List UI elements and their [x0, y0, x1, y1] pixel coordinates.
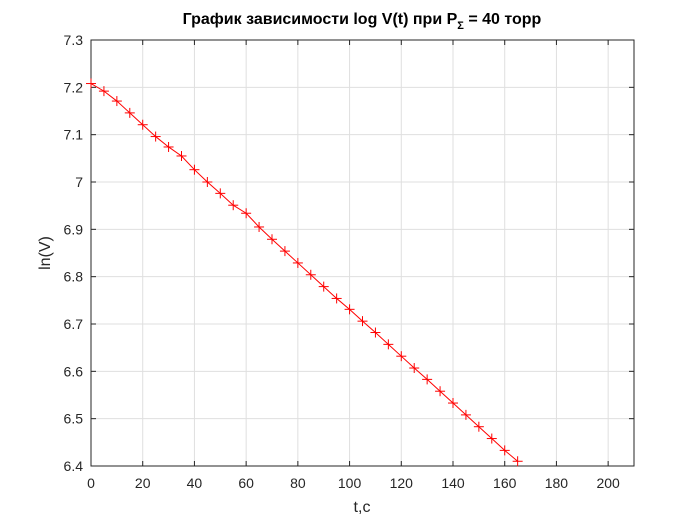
data-point-marker: [331, 293, 342, 304]
y-tick-label: 6.6: [64, 363, 84, 379]
data-point-marker: [486, 433, 497, 444]
data-point-marker: [111, 96, 122, 107]
data-point-marker: [98, 86, 109, 97]
y-tick-label: 6.5: [64, 411, 84, 427]
plot-area: [91, 40, 634, 466]
data-point-marker: [396, 351, 407, 362]
series-line: [90, 83, 518, 462]
x-tick-label: 80: [290, 475, 306, 491]
x-tick-label: 120: [390, 475, 414, 491]
data-point-marker: [202, 177, 213, 187]
x-tick-label: 20: [135, 475, 151, 491]
x-tick-label: 200: [596, 475, 620, 491]
y-tick-label: 6.4: [64, 458, 84, 474]
data-point-marker: [460, 409, 471, 420]
x-tick-label: 160: [493, 475, 517, 491]
x-tick-labels: 0 20 40 60 80 100 120 140 160 180 200: [87, 475, 620, 491]
data-point-marker: [189, 164, 200, 175]
series-group: [86, 78, 523, 467]
x-axis-label: t,c: [354, 499, 371, 516]
y-axis-label: ln(V): [37, 236, 54, 270]
data-point-marker: [228, 200, 239, 211]
x-tick-label: 140: [441, 475, 465, 491]
data-point-marker: [292, 257, 303, 268]
data-point-marker: [279, 246, 290, 257]
plot-frame: [90, 39, 635, 467]
data-point-marker: [473, 421, 484, 432]
y-tick-label: 6.9: [64, 221, 84, 237]
y-tick-labels: 6.4 6.5 6.6 6.7 6.8 6.9 7 7.1 7.2 7.3: [64, 32, 84, 474]
data-point-marker: [267, 234, 277, 245]
data-point-marker: [305, 269, 316, 280]
data-point-marker: [370, 327, 381, 338]
data-point-marker: [215, 188, 226, 199]
y-tick-label: 6.8: [64, 269, 84, 285]
y-tick-label: 7.3: [64, 32, 84, 48]
data-point-marker: [435, 386, 446, 397]
data-point-marker: [254, 221, 265, 232]
x-tick-label: 100: [338, 475, 362, 491]
x-tick-label: 60: [238, 475, 254, 491]
data-point-marker: [383, 339, 394, 350]
data-point-marker: [86, 78, 96, 89]
data-point-marker: [163, 141, 174, 152]
data-point-marker: [448, 398, 458, 409]
data-point-marker: [241, 208, 252, 219]
data-point-marker: [318, 281, 329, 292]
data-point-marker: [176, 150, 187, 161]
data-point-marker: [344, 304, 355, 315]
data-point-marker: [137, 119, 148, 130]
data-point-marker: [124, 107, 135, 118]
x-tick-label: 40: [187, 475, 203, 491]
y-tick-label: 7.2: [64, 79, 84, 95]
chart-title: График зависимости log V(t) при PΣ = 40 …: [183, 11, 542, 32]
data-point-marker: [150, 131, 161, 142]
x-tick-label: 0: [87, 475, 95, 491]
data-point-marker: [512, 456, 523, 467]
y-tick-label: 7.1: [64, 127, 84, 143]
y-tick-label: 7: [75, 174, 83, 190]
x-tick-label: 180: [545, 475, 569, 491]
y-tick-label: 6.7: [64, 316, 84, 332]
data-point-marker: [409, 363, 420, 374]
data-point-marker: [422, 374, 433, 385]
data-point-marker: [499, 445, 510, 456]
axis-ticks: [90, 39, 634, 467]
data-point-marker: [357, 316, 368, 327]
